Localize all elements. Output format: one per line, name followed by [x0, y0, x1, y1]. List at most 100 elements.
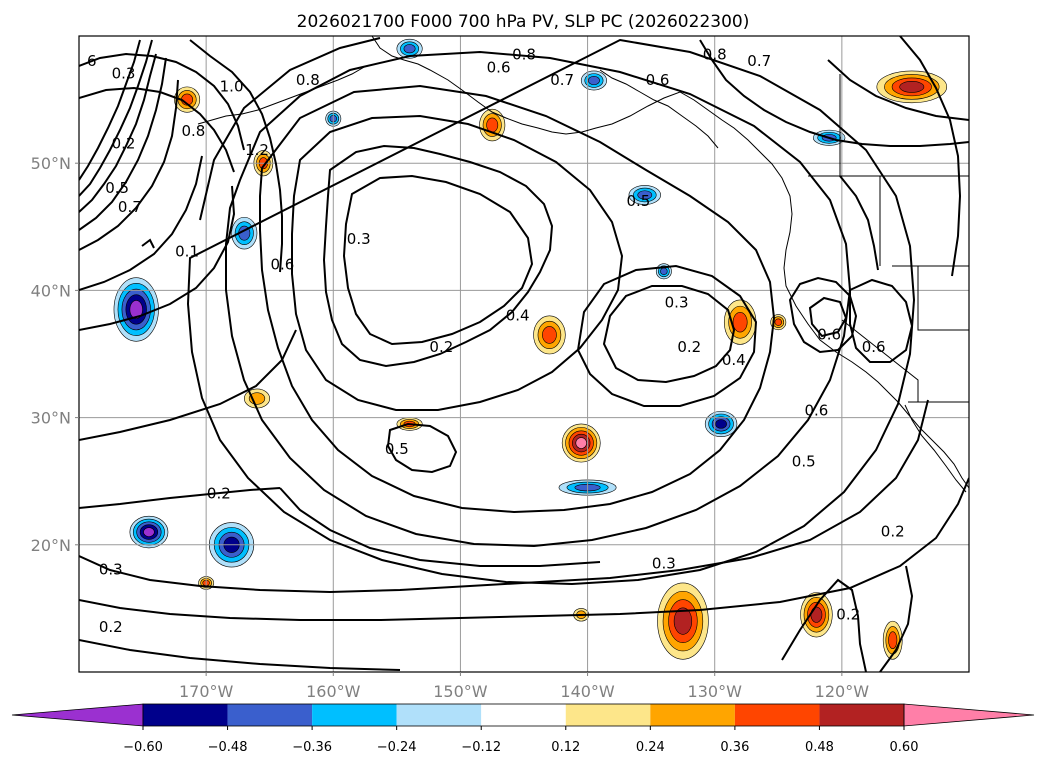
x-tick-label: 140°W — [560, 682, 615, 701]
contour-label: 0.2 — [677, 338, 701, 356]
colorbar-extend-min — [11, 703, 144, 727]
contour-label: 0.5 — [105, 179, 129, 197]
contour-line — [899, 36, 962, 277]
pv-anomaly — [876, 70, 948, 104]
contour-label: 0.1 — [175, 243, 199, 261]
pv-anomaly — [533, 315, 566, 355]
pv-contour-band — [542, 326, 557, 344]
contour-line — [79, 329, 297, 441]
contour-label: 0.2 — [99, 618, 123, 636]
pv-contour-band — [486, 117, 499, 133]
pv-anomaly — [174, 86, 201, 113]
colorbar-tick-label: −0.60 — [123, 740, 163, 755]
contour-line — [79, 399, 929, 594]
contour-line — [186, 37, 916, 586]
baja-california — [904, 404, 967, 493]
colorbar-tick-label: 0.24 — [636, 740, 665, 755]
contour-label: 0.2 — [881, 523, 905, 541]
pv-anomaly — [800, 592, 833, 638]
contour-line — [879, 565, 914, 672]
pv-contour-band — [637, 190, 653, 200]
colorbar-extend-max — [903, 703, 1035, 727]
contour-line — [141, 238, 155, 249]
contour-line — [259, 84, 776, 514]
pv-contour-band — [575, 437, 587, 449]
pv-contour-band — [129, 300, 143, 319]
contour-label: 0.8 — [512, 46, 536, 64]
contour-label: 0.4 — [506, 306, 530, 324]
x-tick-label: 160°W — [306, 682, 361, 701]
pv-contour-band — [143, 527, 155, 537]
contour-label: 0.5 — [385, 440, 409, 458]
contour-line — [225, 50, 852, 548]
colorbar-segment — [396, 704, 482, 726]
pv-contour-band — [673, 607, 693, 635]
pv-anomaly — [580, 70, 607, 91]
pv-contour-band — [899, 81, 925, 93]
colorbar-segment — [227, 704, 313, 726]
contour-line — [79, 86, 235, 173]
contour-label: 6 — [87, 52, 97, 70]
colorbar-tick-label: 0.60 — [890, 740, 919, 755]
colorbar-tick-label: −0.36 — [292, 740, 332, 755]
contour-line — [189, 39, 283, 273]
y-axis-ticks: 50°N 40°N 30°N 20°N — [31, 154, 79, 555]
contour-label: 0.7 — [550, 71, 574, 89]
contour-line — [602, 285, 736, 384]
y-tick-label: 20°N — [31, 536, 71, 555]
pv-anomaly — [479, 108, 506, 142]
x-tick-label: 130°W — [688, 682, 743, 701]
y-tick-label: 40°N — [31, 281, 71, 300]
colorbar-tick-label: 0.36 — [720, 740, 749, 755]
colorbar-tick-label: 0.12 — [551, 740, 580, 755]
contour-line — [699, 39, 969, 147]
colorbar-outline — [142, 703, 905, 727]
contour-line — [79, 52, 245, 151]
contour-line — [79, 185, 236, 331]
colorbar-tick-label: −0.48 — [208, 740, 248, 755]
contour-label: 1.2 — [245, 141, 269, 159]
pv-anomaly — [113, 277, 159, 342]
contour-line — [342, 174, 534, 346]
pv-anomaly — [396, 38, 423, 59]
pv-anomaly — [882, 620, 903, 660]
contour-line — [79, 477, 969, 621]
contour-label: 1.0 — [220, 77, 244, 95]
colorbar: −0.60 −0.48 −0.36 −0.24 −0.12 0.12 0.24 0.36 0.4… — [11, 703, 1035, 755]
contour-label: 0.6 — [862, 338, 886, 356]
slp-contour-layer — [79, 36, 969, 672]
contour-line — [79, 155, 203, 291]
contour-label: 0.2 — [207, 484, 231, 502]
y-tick-label: 50°N — [31, 154, 71, 173]
pv-anomaly — [723, 299, 757, 345]
contour-label: 0.3 — [347, 230, 371, 248]
contour-label: 0.4 — [722, 351, 746, 369]
x-tick-label: 120°W — [815, 682, 870, 701]
pv-contour-band — [888, 631, 898, 649]
contour-label: 0.5 — [792, 453, 816, 471]
contour-line — [79, 39, 141, 181]
colorbar-segment — [734, 704, 820, 726]
colorbar-ticks: −0.60 −0.48 −0.36 −0.24 −0.12 0.12 0.24 0.36 0.4… — [123, 726, 918, 755]
coastline-north-america — [371, 36, 969, 489]
pv-anomaly — [561, 423, 601, 463]
state-borders — [841, 176, 969, 402]
colorbar-segment — [143, 704, 228, 726]
contour-label: 0.3 — [112, 65, 136, 83]
colorbar-tick-label: −0.24 — [377, 740, 417, 755]
pv-anomaly — [657, 582, 709, 660]
colorbar-segment — [481, 704, 566, 726]
x-tick-label: 170°W — [179, 682, 234, 701]
contour-line — [322, 144, 554, 368]
contour-label: 0.8 — [181, 122, 205, 140]
x-tick-label: 150°W — [433, 682, 488, 701]
contour-line — [386, 422, 458, 474]
chart-title: 2026021700 F000 700 hPa PV, SLP PC (2026… — [297, 12, 750, 32]
colorbar-segment — [819, 704, 904, 726]
aleutian-islands — [197, 65, 367, 125]
contour-line — [79, 639, 401, 671]
pv-anomaly — [628, 185, 661, 205]
y-tick-label: 30°N — [31, 409, 71, 428]
